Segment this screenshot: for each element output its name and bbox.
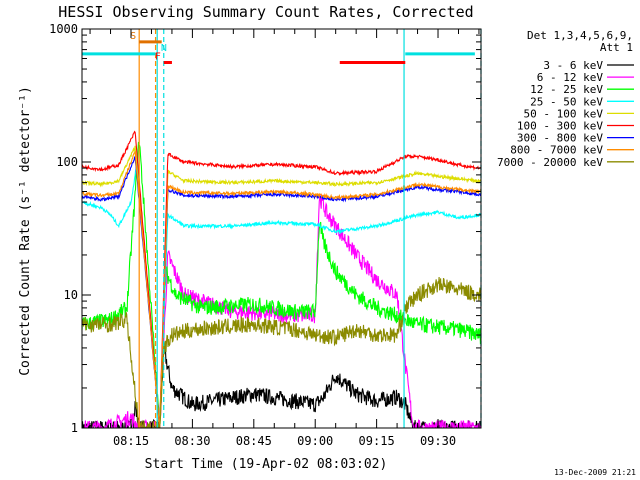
legend-header-line1: Det 1,3,4,5,6,9, bbox=[527, 29, 633, 42]
series-line-2 bbox=[82, 141, 481, 428]
plot-frame bbox=[81, 28, 482, 429]
legend-label-8: 7000 - 20000 keV bbox=[497, 156, 603, 169]
legend-label-3: 25 - 50 keV bbox=[530, 95, 603, 108]
legend-label-7: 800 - 7000 keV bbox=[510, 144, 603, 157]
x-tick-label-0: 08:15 bbox=[113, 434, 149, 448]
x-tick-label-3: 09:00 bbox=[297, 434, 333, 448]
legend-label-0: 3 - 6 keV bbox=[543, 59, 603, 72]
legend-label-6: 300 - 800 keV bbox=[517, 132, 603, 145]
series-line-7 bbox=[82, 151, 481, 427]
x-tick-label-4: 09:15 bbox=[359, 434, 395, 448]
x-tick-label-1: 08:30 bbox=[174, 434, 210, 448]
x-tick-label-2: 08:45 bbox=[236, 434, 272, 448]
y-tick-label-0: 1 bbox=[71, 421, 78, 435]
y-tick-label-1: 10 bbox=[64, 288, 78, 302]
x-axis-label: Start Time (19-Apr-02 08:03:02) bbox=[145, 457, 388, 472]
legend-label-1: 6 - 12 keV bbox=[537, 71, 604, 84]
chart-title: HESSI Observing Summary Count Rates, Cor… bbox=[58, 3, 473, 21]
legend-header-line2: Att 1 bbox=[600, 41, 633, 54]
legend-label-5: 100 - 300 keV bbox=[517, 120, 603, 133]
flag-label-2: N bbox=[161, 43, 167, 54]
x-tick-label-5: 09:30 bbox=[420, 434, 456, 448]
series-line-8 bbox=[82, 276, 481, 428]
legend-label-4: 50 - 100 keV bbox=[524, 107, 604, 120]
y-tick-label-2: 100 bbox=[56, 155, 78, 169]
series-line-5 bbox=[82, 130, 481, 428]
legend-label-2: 12 - 25 keV bbox=[530, 83, 603, 96]
timestamp: 13-Dec-2009 21:21 bbox=[554, 468, 636, 477]
y-tick-label-3: 1000 bbox=[49, 22, 78, 36]
series-line-6 bbox=[82, 155, 481, 427]
y-axis-label: Corrected Count Rate (s⁻¹ detector⁻¹) bbox=[18, 86, 33, 376]
flag-label-0: S bbox=[130, 31, 136, 42]
series-line-0 bbox=[82, 341, 481, 428]
series-group bbox=[82, 130, 481, 428]
series-line-3 bbox=[82, 162, 481, 428]
plot-area: S FN 1 10 100 1000 08:15 08:30 08:45 09:00 09:15 09… bbox=[49, 22, 482, 448]
flag-label-1: F bbox=[155, 51, 161, 62]
